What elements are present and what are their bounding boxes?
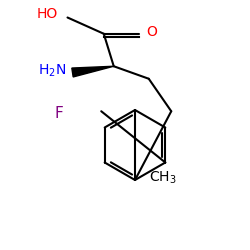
Polygon shape	[72, 66, 114, 77]
Text: CH$_3$: CH$_3$	[149, 169, 176, 186]
Text: F: F	[54, 106, 63, 121]
Text: HO: HO	[37, 7, 58, 21]
Text: O: O	[146, 26, 157, 40]
Text: H$_2$N: H$_2$N	[38, 63, 66, 80]
